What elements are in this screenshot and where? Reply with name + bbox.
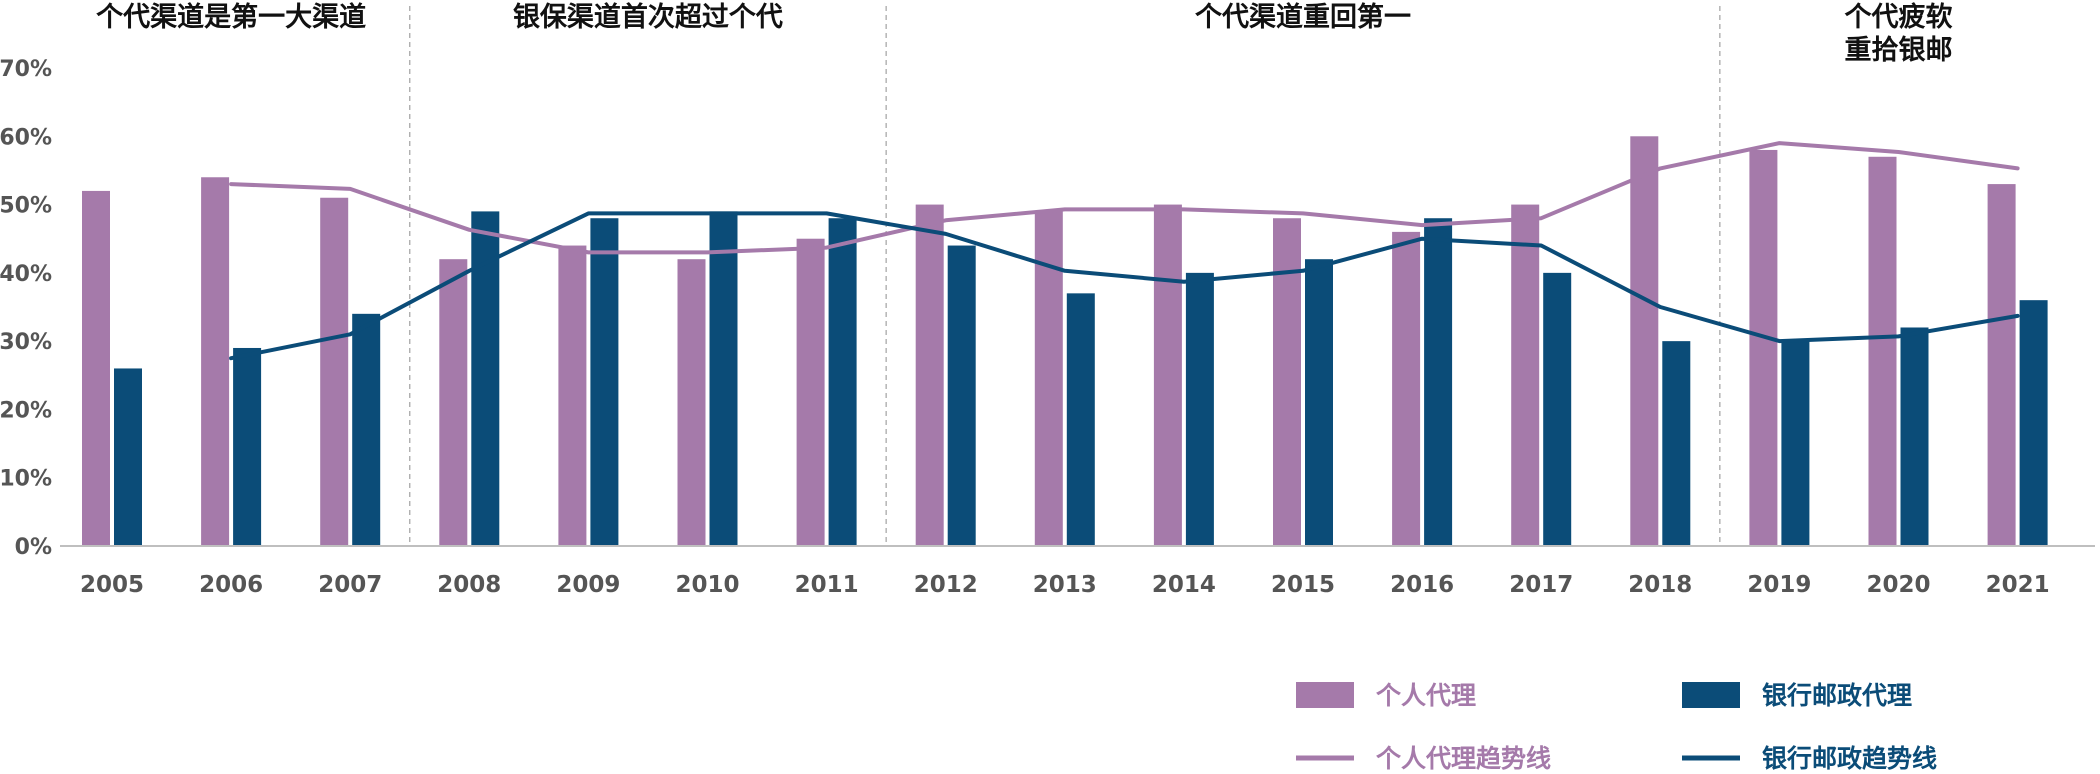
x-tick-label: 2016 xyxy=(1390,572,1454,598)
x-tick-label: 2012 xyxy=(914,572,978,598)
x-tick-label: 2015 xyxy=(1271,572,1335,598)
bar-personal-agent xyxy=(1749,149,1778,546)
bar-personal-agent xyxy=(1511,204,1540,547)
bar-personal-agent xyxy=(1273,218,1301,546)
x-tick-label: 2014 xyxy=(1152,572,1216,598)
legend-bank-postal-agent-swatch xyxy=(1682,682,1740,708)
bar-bank-postal-agent xyxy=(1066,293,1095,546)
x-tick-label: 2007 xyxy=(318,572,382,598)
bar-series xyxy=(82,136,2048,547)
legend-personal-trend-label: 个人代理趋势线 xyxy=(1376,744,1551,773)
x-tick-label: 2019 xyxy=(1747,572,1811,598)
x-tick-label: 2009 xyxy=(556,572,620,598)
y-tick-label: 30% xyxy=(0,330,52,355)
x-tick-label: 2018 xyxy=(1628,572,1692,598)
x-tick-label: 2011 xyxy=(795,572,859,598)
trend-lines xyxy=(229,141,2020,361)
era-label: 重拾银邮 xyxy=(1845,35,1953,66)
bar-personal-agent xyxy=(915,204,944,547)
bar-bank-postal-agent xyxy=(1900,327,1929,546)
axes: 0% 10% 20% 30% 40% 50% 60% 70% 2005 2006 2007 2008 2… xyxy=(0,57,2095,598)
bar-personal-agent xyxy=(1392,231,1421,546)
legend-personal-agent-swatch xyxy=(1296,682,1354,708)
bar-personal-agent xyxy=(439,259,468,546)
bar-personal-agent xyxy=(201,177,230,546)
bar-bank-postal-agent xyxy=(828,218,857,546)
bar-bank-postal-agent xyxy=(352,313,381,546)
era-dividers xyxy=(409,6,1721,546)
y-tick-label: 40% xyxy=(0,262,52,287)
bar-bank-postal-agent xyxy=(1781,341,1810,546)
x-tick-label: 2020 xyxy=(1866,572,1930,598)
bar-bank-postal-agent xyxy=(947,245,976,547)
x-tick-label: 2006 xyxy=(199,572,263,598)
era-label: 个代渠道重回第一 xyxy=(1195,1,1411,33)
x-tick-label: 2017 xyxy=(1509,572,1573,598)
bar-bank-postal-agent xyxy=(233,347,262,546)
y-tick-label: 10% xyxy=(0,467,52,492)
x-tick-label: 2013 xyxy=(1033,572,1097,598)
x-tick-label: 2005 xyxy=(80,572,144,598)
x-tick-label: 2008 xyxy=(437,572,501,598)
legend-bank-postal-agent-label: 银行邮政代理 xyxy=(1762,681,1912,710)
bar-personal-agent xyxy=(1868,156,1897,546)
era-label: 银保渠道首次超过个代 xyxy=(513,1,783,33)
bar-bank-postal-agent xyxy=(709,211,738,546)
y-tick-label: 60% xyxy=(0,125,52,150)
bar-bank-postal-agent xyxy=(1543,272,1572,546)
bar-personal-agent xyxy=(1153,204,1182,547)
bar-bank-postal-agent xyxy=(1662,341,1691,546)
bar-personal-agent xyxy=(82,190,110,546)
bar-bank-postal-agent xyxy=(2019,300,2048,546)
y-tick-label: 0% xyxy=(15,535,52,560)
bar-bank-postal-agent xyxy=(114,368,142,546)
bar-bank-postal-agent xyxy=(1185,272,1214,546)
x-tick-label: 2010 xyxy=(675,572,739,598)
trend-line-bank-postal xyxy=(229,211,2020,361)
y-tick-label: 50% xyxy=(0,194,52,219)
legend-personal-agent-label: 个人代理 xyxy=(1376,681,1476,710)
era-label: 个代渠道是第一大渠道 xyxy=(96,1,366,33)
bar-bank-postal-agent xyxy=(1305,259,1333,546)
y-tick-label: 20% xyxy=(0,398,52,423)
bar-personal-agent xyxy=(1630,136,1659,547)
y-tick-label: 70% xyxy=(0,57,52,82)
bar-personal-agent xyxy=(1987,184,2016,547)
bar-personal-agent xyxy=(677,259,706,546)
bar-personal-agent xyxy=(558,245,587,547)
legend-bank-postal-trend-label: 银行邮政趋势线 xyxy=(1762,744,1937,773)
bar-bank-postal-agent xyxy=(1424,218,1453,546)
bar-bank-postal-agent xyxy=(590,218,619,546)
bar-personal-agent xyxy=(320,197,349,546)
bar-personal-agent xyxy=(796,238,825,546)
x-tick-label: 2021 xyxy=(1986,572,2050,598)
era-label: 个代疲软 xyxy=(1845,1,1953,33)
